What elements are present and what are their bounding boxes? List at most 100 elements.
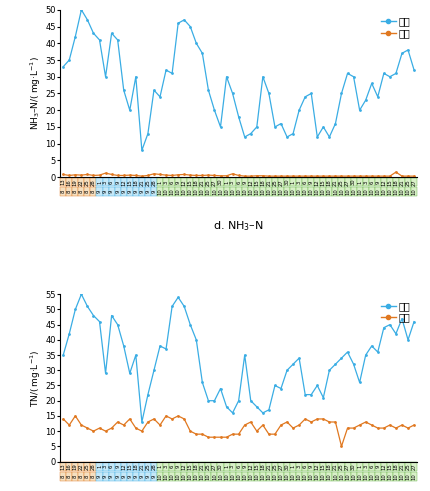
- Text: 10: 10: [327, 473, 332, 480]
- Text: 16: 16: [67, 179, 72, 186]
- Bar: [230, 178, 236, 186]
- Text: 25: 25: [273, 463, 277, 470]
- Bar: [405, 471, 411, 481]
- Bar: [278, 471, 284, 481]
- Text: 10: 10: [375, 189, 380, 195]
- Text: 18: 18: [260, 463, 265, 470]
- Bar: [326, 187, 332, 196]
- Bar: [175, 178, 181, 186]
- Text: 15: 15: [127, 179, 132, 186]
- Text: 10: 10: [291, 189, 295, 195]
- Bar: [308, 463, 314, 471]
- Bar: [290, 471, 296, 481]
- Bar: [375, 187, 381, 196]
- Text: 10: 10: [345, 189, 350, 195]
- Bar: [320, 463, 326, 471]
- Text: 3: 3: [103, 181, 108, 184]
- Text: 18: 18: [393, 179, 399, 186]
- Bar: [206, 178, 212, 186]
- Bar: [84, 471, 90, 481]
- Bar: [290, 178, 296, 186]
- Text: 30: 30: [351, 179, 356, 186]
- Text: 10: 10: [224, 473, 229, 480]
- Bar: [393, 178, 399, 186]
- Bar: [230, 471, 236, 481]
- Bar: [254, 471, 260, 481]
- Legend: 进水, 出水: 进水, 出水: [379, 15, 412, 40]
- Text: 27: 27: [412, 179, 417, 186]
- Bar: [350, 463, 356, 471]
- Text: 10: 10: [224, 189, 229, 195]
- Text: 8: 8: [79, 190, 84, 193]
- Text: 10: 10: [242, 473, 247, 480]
- Text: 10: 10: [163, 473, 169, 480]
- Text: 9: 9: [145, 474, 150, 478]
- Text: 9: 9: [242, 465, 247, 468]
- Bar: [350, 471, 356, 481]
- Text: 10: 10: [169, 189, 175, 195]
- Text: 25: 25: [405, 463, 411, 470]
- Bar: [78, 178, 84, 186]
- Text: 6: 6: [236, 181, 241, 184]
- Text: 10: 10: [230, 189, 235, 195]
- Bar: [96, 471, 102, 481]
- Bar: [326, 471, 332, 481]
- Bar: [151, 471, 157, 481]
- Bar: [127, 471, 133, 481]
- Text: 10: 10: [285, 189, 289, 195]
- Bar: [121, 463, 127, 471]
- Bar: [296, 463, 302, 471]
- Bar: [218, 187, 224, 196]
- Bar: [230, 187, 236, 196]
- Bar: [200, 463, 206, 471]
- Bar: [411, 187, 417, 196]
- Bar: [163, 463, 169, 471]
- Text: 21: 21: [139, 463, 144, 470]
- Text: 6: 6: [303, 181, 308, 184]
- Text: 10: 10: [405, 189, 411, 195]
- Bar: [338, 178, 344, 186]
- Text: 10: 10: [188, 189, 193, 195]
- Legend: 进水, 出水: 进水, 出水: [379, 299, 412, 325]
- Bar: [314, 471, 320, 481]
- Text: 19: 19: [73, 463, 78, 470]
- Bar: [236, 463, 242, 471]
- Bar: [411, 463, 417, 471]
- Bar: [296, 178, 302, 186]
- Bar: [72, 463, 78, 471]
- Bar: [90, 471, 96, 481]
- Text: 1: 1: [97, 465, 102, 468]
- Bar: [60, 471, 66, 481]
- Bar: [230, 463, 236, 471]
- Bar: [72, 187, 78, 196]
- Bar: [344, 187, 350, 196]
- Bar: [224, 178, 230, 186]
- Bar: [163, 471, 169, 481]
- Bar: [169, 178, 175, 186]
- Bar: [139, 178, 145, 186]
- Bar: [369, 463, 375, 471]
- Bar: [320, 178, 326, 186]
- Bar: [242, 463, 248, 471]
- Bar: [193, 463, 200, 471]
- Text: 18: 18: [133, 179, 138, 186]
- Bar: [127, 178, 133, 186]
- Text: 27: 27: [212, 179, 217, 186]
- Bar: [326, 178, 332, 186]
- Text: 10: 10: [267, 189, 271, 195]
- Text: 10: 10: [212, 189, 217, 195]
- Text: 10: 10: [182, 473, 187, 480]
- Text: 3: 3: [163, 181, 169, 184]
- Text: 13: 13: [61, 179, 66, 186]
- Bar: [109, 187, 115, 196]
- Text: 10: 10: [399, 189, 405, 195]
- Bar: [369, 471, 375, 481]
- Bar: [405, 463, 411, 471]
- Text: 8: 8: [85, 474, 90, 478]
- Bar: [109, 178, 115, 186]
- Text: 27: 27: [345, 463, 350, 470]
- Text: 6: 6: [109, 465, 114, 468]
- Bar: [60, 463, 66, 471]
- Text: 28: 28: [91, 463, 96, 470]
- Text: 8: 8: [73, 190, 78, 193]
